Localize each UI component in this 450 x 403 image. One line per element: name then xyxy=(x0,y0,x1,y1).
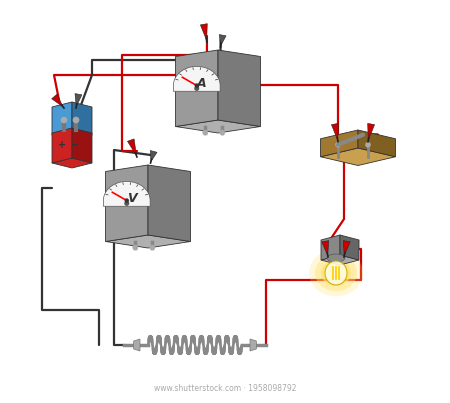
Polygon shape xyxy=(343,241,350,256)
Circle shape xyxy=(125,199,128,202)
Polygon shape xyxy=(358,130,396,157)
Circle shape xyxy=(195,87,198,90)
Circle shape xyxy=(61,117,67,123)
Polygon shape xyxy=(127,139,136,156)
Text: −: − xyxy=(71,140,79,150)
Polygon shape xyxy=(320,148,396,166)
Circle shape xyxy=(133,245,138,250)
Polygon shape xyxy=(72,102,92,135)
Ellipse shape xyxy=(325,261,347,285)
Polygon shape xyxy=(368,123,374,140)
Ellipse shape xyxy=(321,260,351,286)
Polygon shape xyxy=(52,158,92,168)
Circle shape xyxy=(220,130,225,135)
Text: +: + xyxy=(58,140,66,150)
Polygon shape xyxy=(134,339,140,351)
Polygon shape xyxy=(52,130,92,140)
Circle shape xyxy=(73,117,79,123)
Text: www.shutterstock.com · 1958098792: www.shutterstock.com · 1958098792 xyxy=(154,384,296,393)
Circle shape xyxy=(150,245,155,250)
Circle shape xyxy=(203,130,208,135)
Circle shape xyxy=(195,84,198,87)
Ellipse shape xyxy=(327,254,345,262)
Polygon shape xyxy=(200,24,207,41)
Ellipse shape xyxy=(315,255,357,291)
Polygon shape xyxy=(150,150,157,162)
Polygon shape xyxy=(72,128,92,163)
Circle shape xyxy=(336,142,341,147)
Circle shape xyxy=(125,202,129,205)
Polygon shape xyxy=(321,235,340,260)
Polygon shape xyxy=(148,165,190,241)
Polygon shape xyxy=(52,128,72,163)
Polygon shape xyxy=(104,181,150,206)
Polygon shape xyxy=(250,339,256,351)
Polygon shape xyxy=(332,123,338,140)
Polygon shape xyxy=(320,130,358,157)
Polygon shape xyxy=(105,165,148,241)
Polygon shape xyxy=(52,102,72,135)
Polygon shape xyxy=(75,93,82,106)
Text: V: V xyxy=(126,192,136,205)
Polygon shape xyxy=(322,241,328,256)
Polygon shape xyxy=(218,50,261,127)
Polygon shape xyxy=(340,235,359,260)
Polygon shape xyxy=(321,255,359,265)
Circle shape xyxy=(365,142,370,147)
Polygon shape xyxy=(52,94,63,107)
Polygon shape xyxy=(105,235,190,248)
Polygon shape xyxy=(176,50,218,127)
Polygon shape xyxy=(176,120,261,133)
Polygon shape xyxy=(173,66,220,91)
Polygon shape xyxy=(219,35,226,46)
Ellipse shape xyxy=(309,249,363,296)
Text: A: A xyxy=(197,77,206,90)
